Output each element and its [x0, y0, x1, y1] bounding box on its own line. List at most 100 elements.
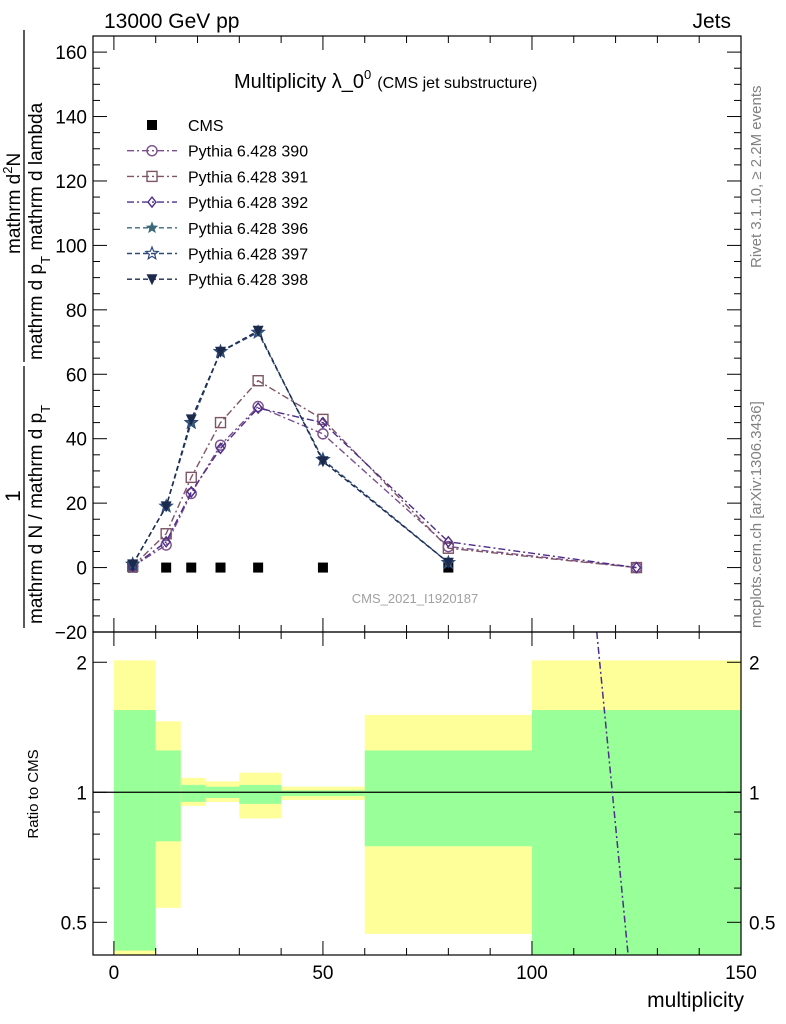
- ylabel-fraction-bottom-main: mathrm d p: [26, 264, 47, 360]
- series-line-5: [132, 331, 449, 565]
- y-tick-label: −20: [55, 623, 87, 644]
- series-2-point-2: [185, 471, 197, 484]
- ratio-plot-area: [93, 631, 741, 956]
- y-tick-label: 100: [55, 236, 87, 257]
- ylabel-fraction-bottom: mathrm d pT mathrm d lambda: [26, 102, 53, 360]
- series-2-point-6: [442, 542, 455, 554]
- chart-title: Multiplicity λ_00 (CMS jet substructure): [234, 67, 537, 93]
- series-0-point-4: [253, 562, 264, 573]
- ratio-series-line: [596, 631, 629, 956]
- ylabel-fraction-top: mathrm d2N: [0, 153, 25, 254]
- legend-marker-1: [146, 144, 158, 157]
- series-line-4: [132, 331, 449, 565]
- series-0-point-5: [317, 562, 328, 573]
- ylabel-prefix-num: 1: [2, 490, 25, 502]
- ratio-y-tick-label-right: 1: [749, 783, 760, 804]
- y-tick-label: 80: [66, 301, 87, 322]
- ratio-y-tick-label-right: 2: [749, 653, 760, 674]
- uncertainty-band-green-5: [281, 790, 365, 797]
- series-2-point-4: [252, 375, 264, 387]
- series-2: [127, 375, 643, 574]
- legend-marker-3: [147, 195, 157, 209]
- watermark: CMS_2021_I1920187: [352, 591, 479, 606]
- ratio-plot-frame: [92, 631, 742, 956]
- series-3-point-2: [186, 485, 197, 498]
- series-2-point-1: [160, 528, 172, 540]
- series-line-6: [132, 329, 449, 565]
- uncertainty-band-green-6: [364, 750, 532, 847]
- series-1-point-2: [185, 487, 197, 500]
- series-2-point-3: [214, 416, 227, 429]
- legend-marker-6: [146, 274, 158, 286]
- legend-label-2: Pythia 6.428 391: [188, 169, 308, 186]
- series-3-point-5: [318, 416, 328, 429]
- chart-title-main: Multiplicity λ_0: [234, 71, 364, 93]
- series-line-2: [132, 379, 637, 569]
- x-tick-label: 0: [109, 963, 120, 984]
- legend-label-4: Pythia 6.428 396: [188, 221, 308, 238]
- series-1: [127, 400, 643, 574]
- series-3: [127, 401, 642, 574]
- series-0: [127, 562, 454, 573]
- series-line-3: [132, 407, 637, 569]
- series-6-point-0: [127, 559, 139, 571]
- series-6-point-3: [215, 346, 227, 358]
- legend-label-1: Pythia 6.428 390: [188, 144, 308, 161]
- main-plot-area: [124, 324, 643, 574]
- series-6-point-2: [185, 414, 197, 426]
- uncertainty-band-green-0: [113, 710, 156, 951]
- legend-label-3: Pythia 6.428 392: [188, 195, 308, 212]
- ylabel-prefix-den-sub: T: [38, 405, 53, 413]
- series-3-point-7: [631, 561, 642, 574]
- legend-marker-0: [147, 120, 157, 130]
- ratio-y-tick-label: 0.5: [61, 913, 87, 934]
- series-6-point-5: [317, 456, 329, 468]
- legend-entry-3: Pythia 6.428 392: [127, 195, 308, 212]
- series-line-1: [132, 405, 637, 569]
- x-tick-label: 150: [725, 963, 757, 984]
- series-0-point-1: [161, 562, 172, 573]
- ylabel-fraction-bottom-rest: mathrm d lambda: [26, 102, 47, 256]
- ylabel-fraction-top-rest: N: [4, 153, 25, 167]
- series-1-point-3: [214, 439, 227, 451]
- series-2-point-5: [317, 413, 329, 426]
- ylabel-prefix-den-main: mathrm d N / mathrm d p: [26, 413, 47, 624]
- series-6-point-6: [442, 557, 454, 569]
- y-tick-label: 140: [55, 108, 87, 129]
- ylabel-fraction-top-main: mathrm d: [4, 174, 25, 254]
- legend-entry-4: Pythia 6.428 396: [127, 221, 308, 238]
- series-5: [124, 324, 457, 571]
- uncertainty-band-green-2: [180, 784, 206, 802]
- legend-label-0: CMS: [188, 118, 224, 135]
- header-right: Jets: [692, 10, 731, 33]
- legend-marker-4: [145, 221, 159, 234]
- series-3-point-6: [443, 535, 454, 548]
- ylabel-fraction-bottom-sub: T: [38, 256, 53, 264]
- uncertainty-band-green-1: [155, 750, 181, 842]
- y-axis-label: 1 mathrm d N / mathrm d pT mathrm d2N ma…: [0, 30, 53, 628]
- mcplots-label: mcplots.cern.ch [arXiv:1306.3436]: [748, 401, 765, 628]
- series-3-point-1: [161, 535, 172, 548]
- uncertainty-band-green-4: [239, 784, 282, 804]
- series-6-point-4: [252, 325, 264, 337]
- series-5-point-2: [183, 414, 199, 430]
- y-tick-label: 0: [76, 559, 87, 580]
- y-tick-label: 20: [66, 494, 87, 515]
- ylabel-prefix-den: mathrm d N / mathrm d pT: [26, 405, 53, 624]
- header-left: 13000 GeV pp: [104, 10, 239, 33]
- ylabel-fraction-top-sup: 2: [0, 167, 15, 174]
- legend-entry-6: Pythia 6.428 398: [127, 272, 308, 289]
- y-tick-label: 120: [55, 172, 87, 193]
- series-4: [126, 325, 455, 570]
- series-3-point-3: [215, 442, 226, 455]
- ratio-y-tick-label-right: 0.5: [749, 913, 775, 934]
- series-6: [127, 325, 454, 571]
- x-tick-label: 50: [312, 963, 333, 984]
- series-0-point-3: [215, 562, 226, 573]
- legend: CMS Pythia 6.428 390 Pythia 6.428 391 Pythi…: [127, 118, 308, 289]
- legend-label-5: Pythia 6.428 397: [188, 247, 308, 264]
- ratio-axes: 0.5 0.5 1 1 2 2 0 50 100 150: [61, 632, 775, 984]
- chart-title-small: (CMS jet substructure): [377, 75, 537, 92]
- uncertainty-band-green-7: [531, 710, 741, 955]
